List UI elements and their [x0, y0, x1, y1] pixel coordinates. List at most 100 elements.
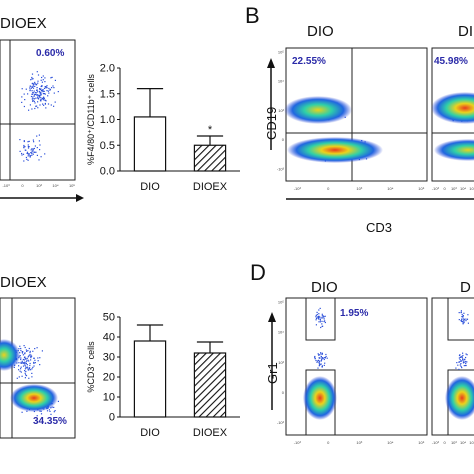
y-tick-label: 0: [109, 412, 115, 424]
event-dot: [321, 365, 323, 367]
event-dot: [37, 97, 39, 99]
event-dot: [35, 97, 37, 99]
flow-tick-label: 10⁵: [469, 440, 474, 445]
event-dot: [29, 352, 31, 354]
event-dot: [24, 357, 27, 359]
flow-tick-label: 10⁵: [278, 49, 284, 54]
event-dot: [37, 107, 39, 109]
event-dot: [40, 91, 42, 93]
event-dot: [38, 140, 40, 142]
event-dot: [40, 93, 42, 95]
event-dot: [40, 94, 42, 96]
event-dot: [28, 369, 30, 371]
event-dot: [46, 87, 48, 89]
significance-marker: *: [208, 124, 213, 136]
event-dot: [24, 372, 26, 374]
event-dot: [41, 98, 43, 100]
event-dot: [32, 84, 34, 86]
event-dot: [320, 326, 322, 329]
event-dot: [26, 357, 28, 359]
event-dot: [467, 322, 469, 324]
event-dot: [314, 356, 316, 358]
panel-d-header-dio: DIO: [311, 279, 338, 296]
density-cluster: [445, 376, 474, 420]
event-dot: [461, 356, 463, 359]
event-dot: [30, 357, 32, 359]
event-dot: [32, 139, 34, 141]
event-dot: [36, 135, 38, 137]
event-dot: [33, 365, 35, 367]
event-dot: [27, 93, 29, 95]
flow-tick-label: 10³: [278, 108, 284, 113]
event-dot: [57, 400, 59, 402]
event-dot: [47, 90, 49, 92]
event-dot: [34, 107, 36, 110]
event-dot: [463, 319, 465, 321]
event-dot: [31, 108, 33, 110]
event-dot: [34, 81, 36, 83]
event-dot: [53, 87, 55, 89]
event-dot: [41, 90, 43, 92]
event-dot: [321, 366, 323, 368]
event-dot: [36, 105, 38, 107]
event-dot: [30, 87, 32, 89]
event-dot: [54, 101, 56, 103]
event-dot: [464, 361, 466, 363]
event-dot: [32, 153, 34, 155]
y-axis-label: %F4/80⁺/CD11b⁺ cells: [86, 74, 96, 165]
event-dot: [36, 347, 38, 349]
flow-tick-label: 10³: [356, 440, 362, 445]
event-dot: [49, 89, 51, 91]
panel-c-gate-percent: 34.35%: [33, 416, 67, 427]
density-cluster: [0, 339, 20, 371]
event-dot: [42, 93, 44, 95]
event-dot: [460, 320, 462, 322]
event-dot: [20, 361, 22, 363]
event-dot: [32, 149, 34, 151]
event-dot: [466, 318, 469, 320]
panel-d-plot-frame-right: [431, 297, 474, 436]
event-dot: [458, 354, 461, 357]
event-dot: [31, 355, 33, 357]
event-dot: [25, 374, 27, 376]
event-dot: [318, 313, 320, 315]
event-dot: [19, 139, 21, 141]
panel-b: B DIO DI CD19 -10³ 0 10³ 10⁴ 10⁵-10³010³10⁴1…: [245, 3, 474, 235]
flow-tick-label: 10⁴: [460, 440, 466, 445]
event-dot: [25, 358, 27, 360]
event-dot: [462, 358, 464, 360]
event-dot: [459, 356, 461, 358]
event-dot: [36, 154, 38, 156]
event-dot: [24, 352, 26, 354]
event-dot: [318, 318, 320, 320]
event-dot: [25, 349, 27, 351]
event-dot: [49, 88, 51, 90]
event-dot: [23, 359, 25, 361]
event-dot: [320, 317, 322, 319]
event-dot: [316, 361, 318, 363]
flow-tick-label: 10³: [451, 440, 457, 445]
event-dot: [16, 377, 18, 379]
bar: [133, 116, 167, 172]
event-dot: [25, 363, 27, 365]
density-cluster: [431, 92, 474, 124]
flow-tick-label: -10³: [277, 166, 285, 171]
event-dot: [26, 151, 29, 153]
event-dot: [28, 368, 31, 370]
event-dot: [38, 159, 40, 161]
event-dot: [32, 92, 34, 94]
panel-a-gate-percent: 0.60%: [36, 48, 64, 59]
event-dot: [315, 314, 317, 316]
event-dot: [32, 366, 34, 368]
event-dot: [33, 361, 35, 363]
panel-d-y-label: Gr1: [265, 362, 280, 384]
event-dot: [28, 140, 30, 142]
event-dot: [40, 79, 42, 81]
event-dot: [31, 86, 33, 88]
event-dot: [463, 365, 465, 367]
event-dot: [455, 367, 457, 369]
panel-b-header-dio: DIO: [307, 23, 334, 40]
event-dot: [43, 97, 45, 99]
event-dot: [37, 98, 40, 100]
event-dot: [30, 356, 32, 358]
